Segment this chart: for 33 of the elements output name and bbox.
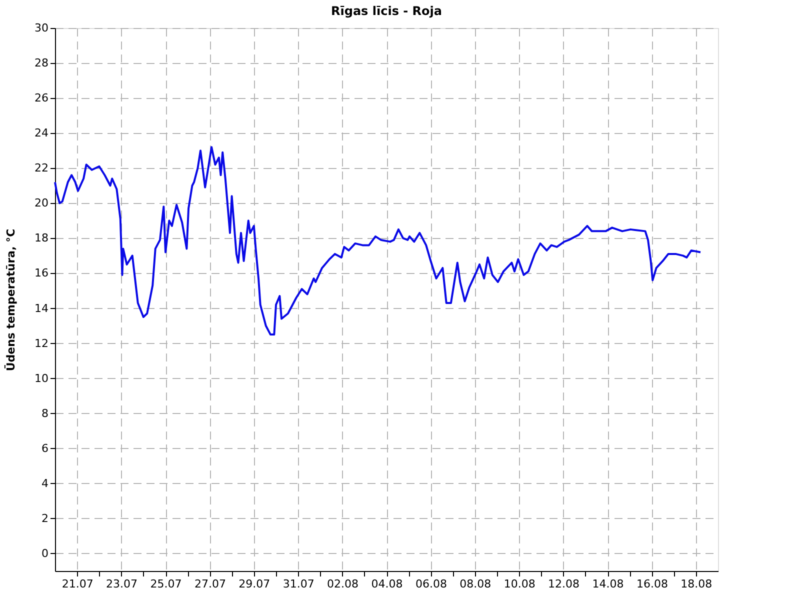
y-tick-label: 16	[34, 266, 48, 280]
x-tick-label: 25.07	[150, 578, 182, 590]
y-tick-label: 20	[34, 196, 48, 210]
x-tick-label: 08.08	[460, 578, 492, 590]
x-tick-label: 27.07	[194, 578, 226, 590]
y-tick-label: 2	[42, 512, 48, 525]
y-tick-label: 22	[34, 162, 48, 175]
y-tick-label: 28	[34, 56, 48, 70]
y-tick-label: 8	[42, 406, 48, 420]
x-tick-label: 04.08	[371, 578, 403, 590]
y-tick-label: 24	[34, 126, 48, 140]
x-tick-label: 29.07	[238, 578, 270, 590]
x-tick-label: 23.07	[106, 578, 138, 590]
x-tick-label: 12.08	[548, 578, 580, 590]
y-tick-label: 30	[34, 22, 48, 34]
y-tick-label: 6	[42, 442, 48, 455]
x-tick-label: 06.08	[415, 578, 447, 590]
x-tick-label: 02.08	[327, 578, 359, 590]
x-tick-label: 14.08	[592, 578, 624, 590]
x-tick-label: 18.08	[680, 578, 712, 590]
x-tick-label: 16.08	[636, 578, 668, 590]
x-tick-label: 10.08	[504, 578, 536, 590]
chart-title: Rīgas līcis - Roja	[331, 4, 442, 18]
y-tick-label: 12	[34, 336, 48, 350]
y-tick-label: 4	[42, 476, 48, 490]
y-axis-title: Ūdens temperatūra, °C	[4, 228, 18, 372]
y-tick-label: 0	[42, 546, 48, 560]
x-tick-label: 31.07	[282, 578, 314, 590]
y-tick-label: 18	[34, 232, 48, 245]
x-tick-label: 21.07	[62, 578, 94, 590]
y-tick-label: 26	[34, 92, 48, 105]
y-tick-label: 14	[34, 302, 48, 315]
y-tick-label: 10	[34, 372, 48, 385]
